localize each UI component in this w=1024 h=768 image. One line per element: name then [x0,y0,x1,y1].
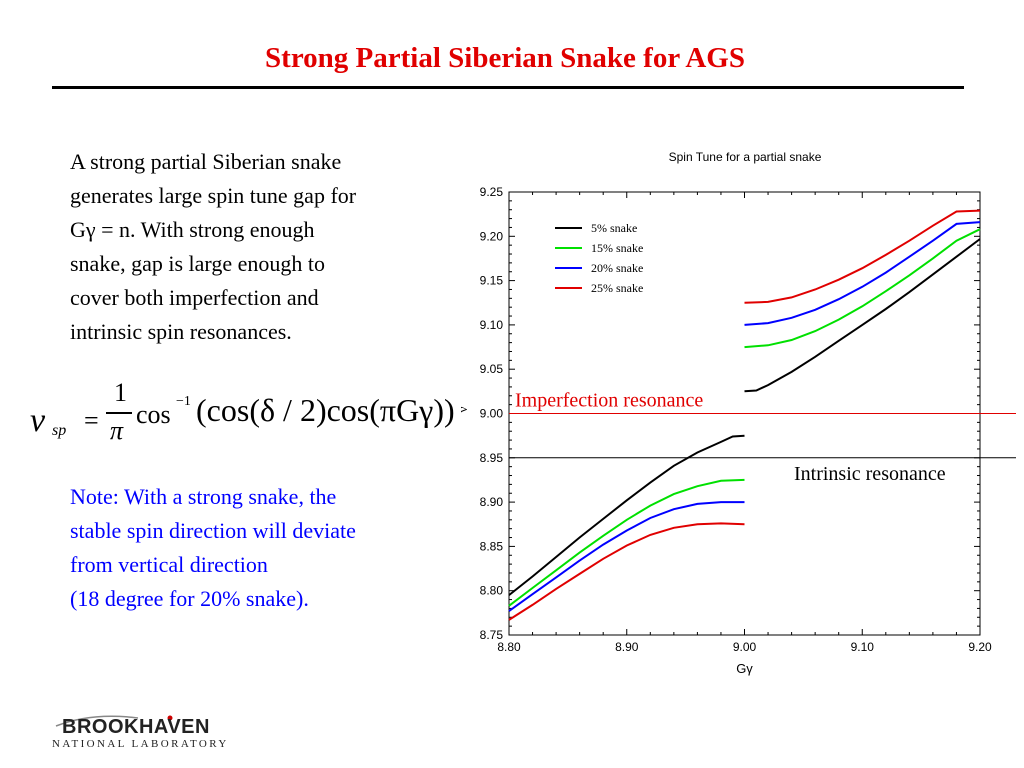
y-tick-label: 9.00 [480,407,504,421]
y-tick-label: 9.20 [480,229,504,243]
legend-label: 15% snake [591,241,643,255]
x-tick-label: 8.80 [497,640,521,654]
formula-subscript: sp [52,422,67,439]
fraction-bar [106,412,132,414]
series-line [508,478,745,607]
series-line [744,209,981,304]
body-line: generates large spin tune gap for [70,183,357,208]
y-tick-label: 8.85 [480,539,504,553]
chart-svg: Spin Tune for a partial snake 8.80 8.90 9.… [460,150,1016,676]
legend-label: 25% snake [591,281,643,295]
slide-title: Strong Partial Siberian Snake for AGS [265,42,745,74]
formula-body: (cos(δ / 2)cos(πGγ)) [196,392,455,428]
formula-nu: ν [30,402,46,439]
spin-tune-chart: Spin Tune for a partial snake 8.80 8.90 9.… [460,140,1020,690]
body-paragraph: A strong partial Siberian snake generate… [70,145,450,349]
x-tick-label: 9.20 [968,640,992,654]
note-line: stable spin direction will deviate [70,518,356,543]
y-tick-label: 8.95 [480,451,504,465]
formula-equals: = [84,406,99,435]
legend-label: 20% snake [591,261,643,275]
body-line: cover both imperfection and [70,285,319,310]
series-line [508,501,745,612]
logo-swoosh-icon [55,715,173,727]
formula-cos: cos [136,400,171,429]
note-line: from vertical direction [70,552,268,577]
formula-numerator: 1 [114,378,127,407]
note-paragraph: Note: With a strong snake, the stable sp… [70,480,450,616]
series-line [744,221,981,326]
body-line: A strong partial Siberian snake [70,149,342,174]
series-line [508,522,745,621]
series-line [744,238,981,393]
x-tick-label: 9.00 [733,640,757,654]
chart-title: Spin Tune for a partial snake [669,150,822,164]
series-line [744,228,981,349]
legend-label: 5% snake [591,221,637,235]
note-line: (18 degree for 20% snake). [70,586,309,611]
y-tick-label: 9.15 [480,274,504,288]
brookhaven-logo: BROOKHAVEN NATIONAL LABORATORY [52,712,232,758]
y-tick-label: 8.75 [480,628,504,642]
x-axis-label: Gγ [736,661,753,676]
body-line: intrinsic spin resonances. [70,319,292,344]
y-tick-label: 8.90 [480,495,504,509]
note-line: Note: With a strong snake, the [70,484,337,509]
body-line: Gγ = n. With strong enough [70,217,315,242]
logo-sub-text: NATIONAL LABORATORY [52,738,229,750]
body-line: snake, gap is large enough to [70,251,325,276]
imperfection-resonance-label: Imperfection resonance [515,390,703,412]
y-axis-label: ν [460,406,470,412]
y-tick-label: 8.80 [480,584,504,598]
x-tick-label: 9.10 [851,640,875,654]
y-tick-label: 9.10 [480,318,504,332]
y-tick-label: 9.05 [480,362,504,376]
y-tick-label: 9.25 [480,185,504,199]
intrinsic-resonance-label: Intrinsic resonance [794,463,946,485]
formula-denominator: π [110,416,124,445]
logo-main-text: BROOKHAVEN [62,716,210,738]
spin-tune-formula: ν sp = 1 π cos −1 (cos(δ / 2)cos(πGγ)) [30,378,455,448]
formula-inverse: −1 [176,394,191,409]
x-tick-label: 8.90 [615,640,639,654]
title-rule [52,86,964,89]
series-line [508,434,745,596]
